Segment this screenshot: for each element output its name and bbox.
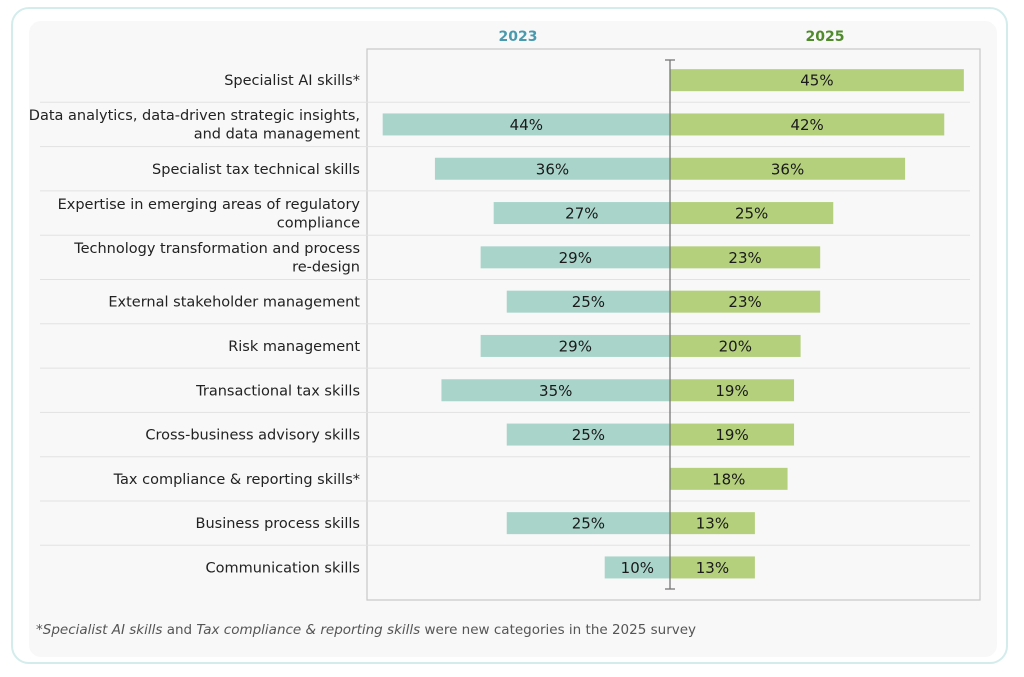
- data-label-2025: 25%: [735, 205, 768, 223]
- bar-2023: [480, 246, 670, 269]
- bar-2025: [670, 69, 964, 92]
- data-label-2025: 45%: [800, 72, 833, 90]
- bar-2025: [670, 246, 821, 269]
- bar-2025: [670, 379, 795, 402]
- category-label: Tax compliance & reporting skills*: [113, 472, 360, 488]
- footnote-italic-2: Tax compliance & reporting skills: [196, 622, 421, 638]
- data-label-2025: 23%: [728, 249, 761, 267]
- bar-2025: [670, 423, 795, 446]
- bar-2025: [670, 556, 755, 579]
- data-label-2025: 13%: [696, 515, 729, 533]
- bar-2023: [434, 157, 670, 180]
- bar-2023: [441, 379, 670, 402]
- bar-2023: [506, 512, 670, 535]
- bar-2023: [506, 290, 670, 313]
- category-label: External stakeholder management: [108, 295, 360, 311]
- bar-2023: [382, 113, 670, 136]
- series-header-2023: 2023: [499, 29, 538, 45]
- data-label-2025: 19%: [715, 426, 748, 444]
- data-label-2023: 29%: [559, 337, 592, 355]
- data-label-2025: 23%: [728, 293, 761, 311]
- data-label-2023: 27%: [565, 205, 598, 223]
- category-label: Cross-business advisory skills: [145, 428, 360, 444]
- bar-2025: [670, 512, 755, 535]
- data-label-2023: 25%: [572, 515, 605, 533]
- category-label: Expertise in emerging areas of regulator…: [58, 197, 361, 232]
- data-label-2023: 36%: [536, 160, 569, 178]
- bar-2023: [506, 423, 670, 446]
- category-label: Business process skills: [196, 516, 360, 532]
- category-label: Technology transformation and process re-…: [73, 241, 360, 276]
- data-label-2025: 42%: [790, 116, 823, 134]
- footnote-italic-1: Specialist AI skills: [42, 622, 163, 638]
- bar-2023: [604, 556, 670, 579]
- bar-2025: [670, 202, 834, 225]
- data-label-2023: 10%: [621, 559, 654, 577]
- data-label-2025: 18%: [712, 470, 745, 488]
- data-label-2023: 25%: [572, 293, 605, 311]
- category-label: Data analytics, data-driven strategic in…: [29, 108, 361, 143]
- footnote: *Specialist AI skills and Tax compliance…: [36, 622, 697, 638]
- data-label-2025: 36%: [771, 160, 804, 178]
- category-label: Specialist tax technical skills: [152, 162, 360, 178]
- bar-2023: [493, 202, 670, 225]
- data-label-2025: 20%: [719, 337, 752, 355]
- bar-2025: [670, 467, 788, 490]
- plot-frame: [366, 48, 981, 601]
- bar-2025: [670, 113, 945, 136]
- bar-2023: [480, 334, 670, 357]
- data-label-2023: 25%: [572, 426, 605, 444]
- category-label: Risk management: [228, 339, 360, 355]
- series-header-2025: 2025: [806, 29, 845, 45]
- data-label-2023: 44%: [510, 116, 543, 134]
- data-label-2023: 35%: [539, 382, 572, 400]
- category-label: Communication skills: [206, 560, 361, 576]
- category-label: Transactional tax skills: [195, 383, 360, 399]
- bar-2025: [670, 157, 906, 180]
- bar-2025: [670, 334, 801, 357]
- category-label: Specialist AI skills*: [224, 73, 360, 89]
- data-label-2025: 13%: [696, 559, 729, 577]
- bar-2025: [670, 290, 821, 313]
- data-label-2025: 19%: [715, 382, 748, 400]
- data-label-2023: 29%: [559, 249, 592, 267]
